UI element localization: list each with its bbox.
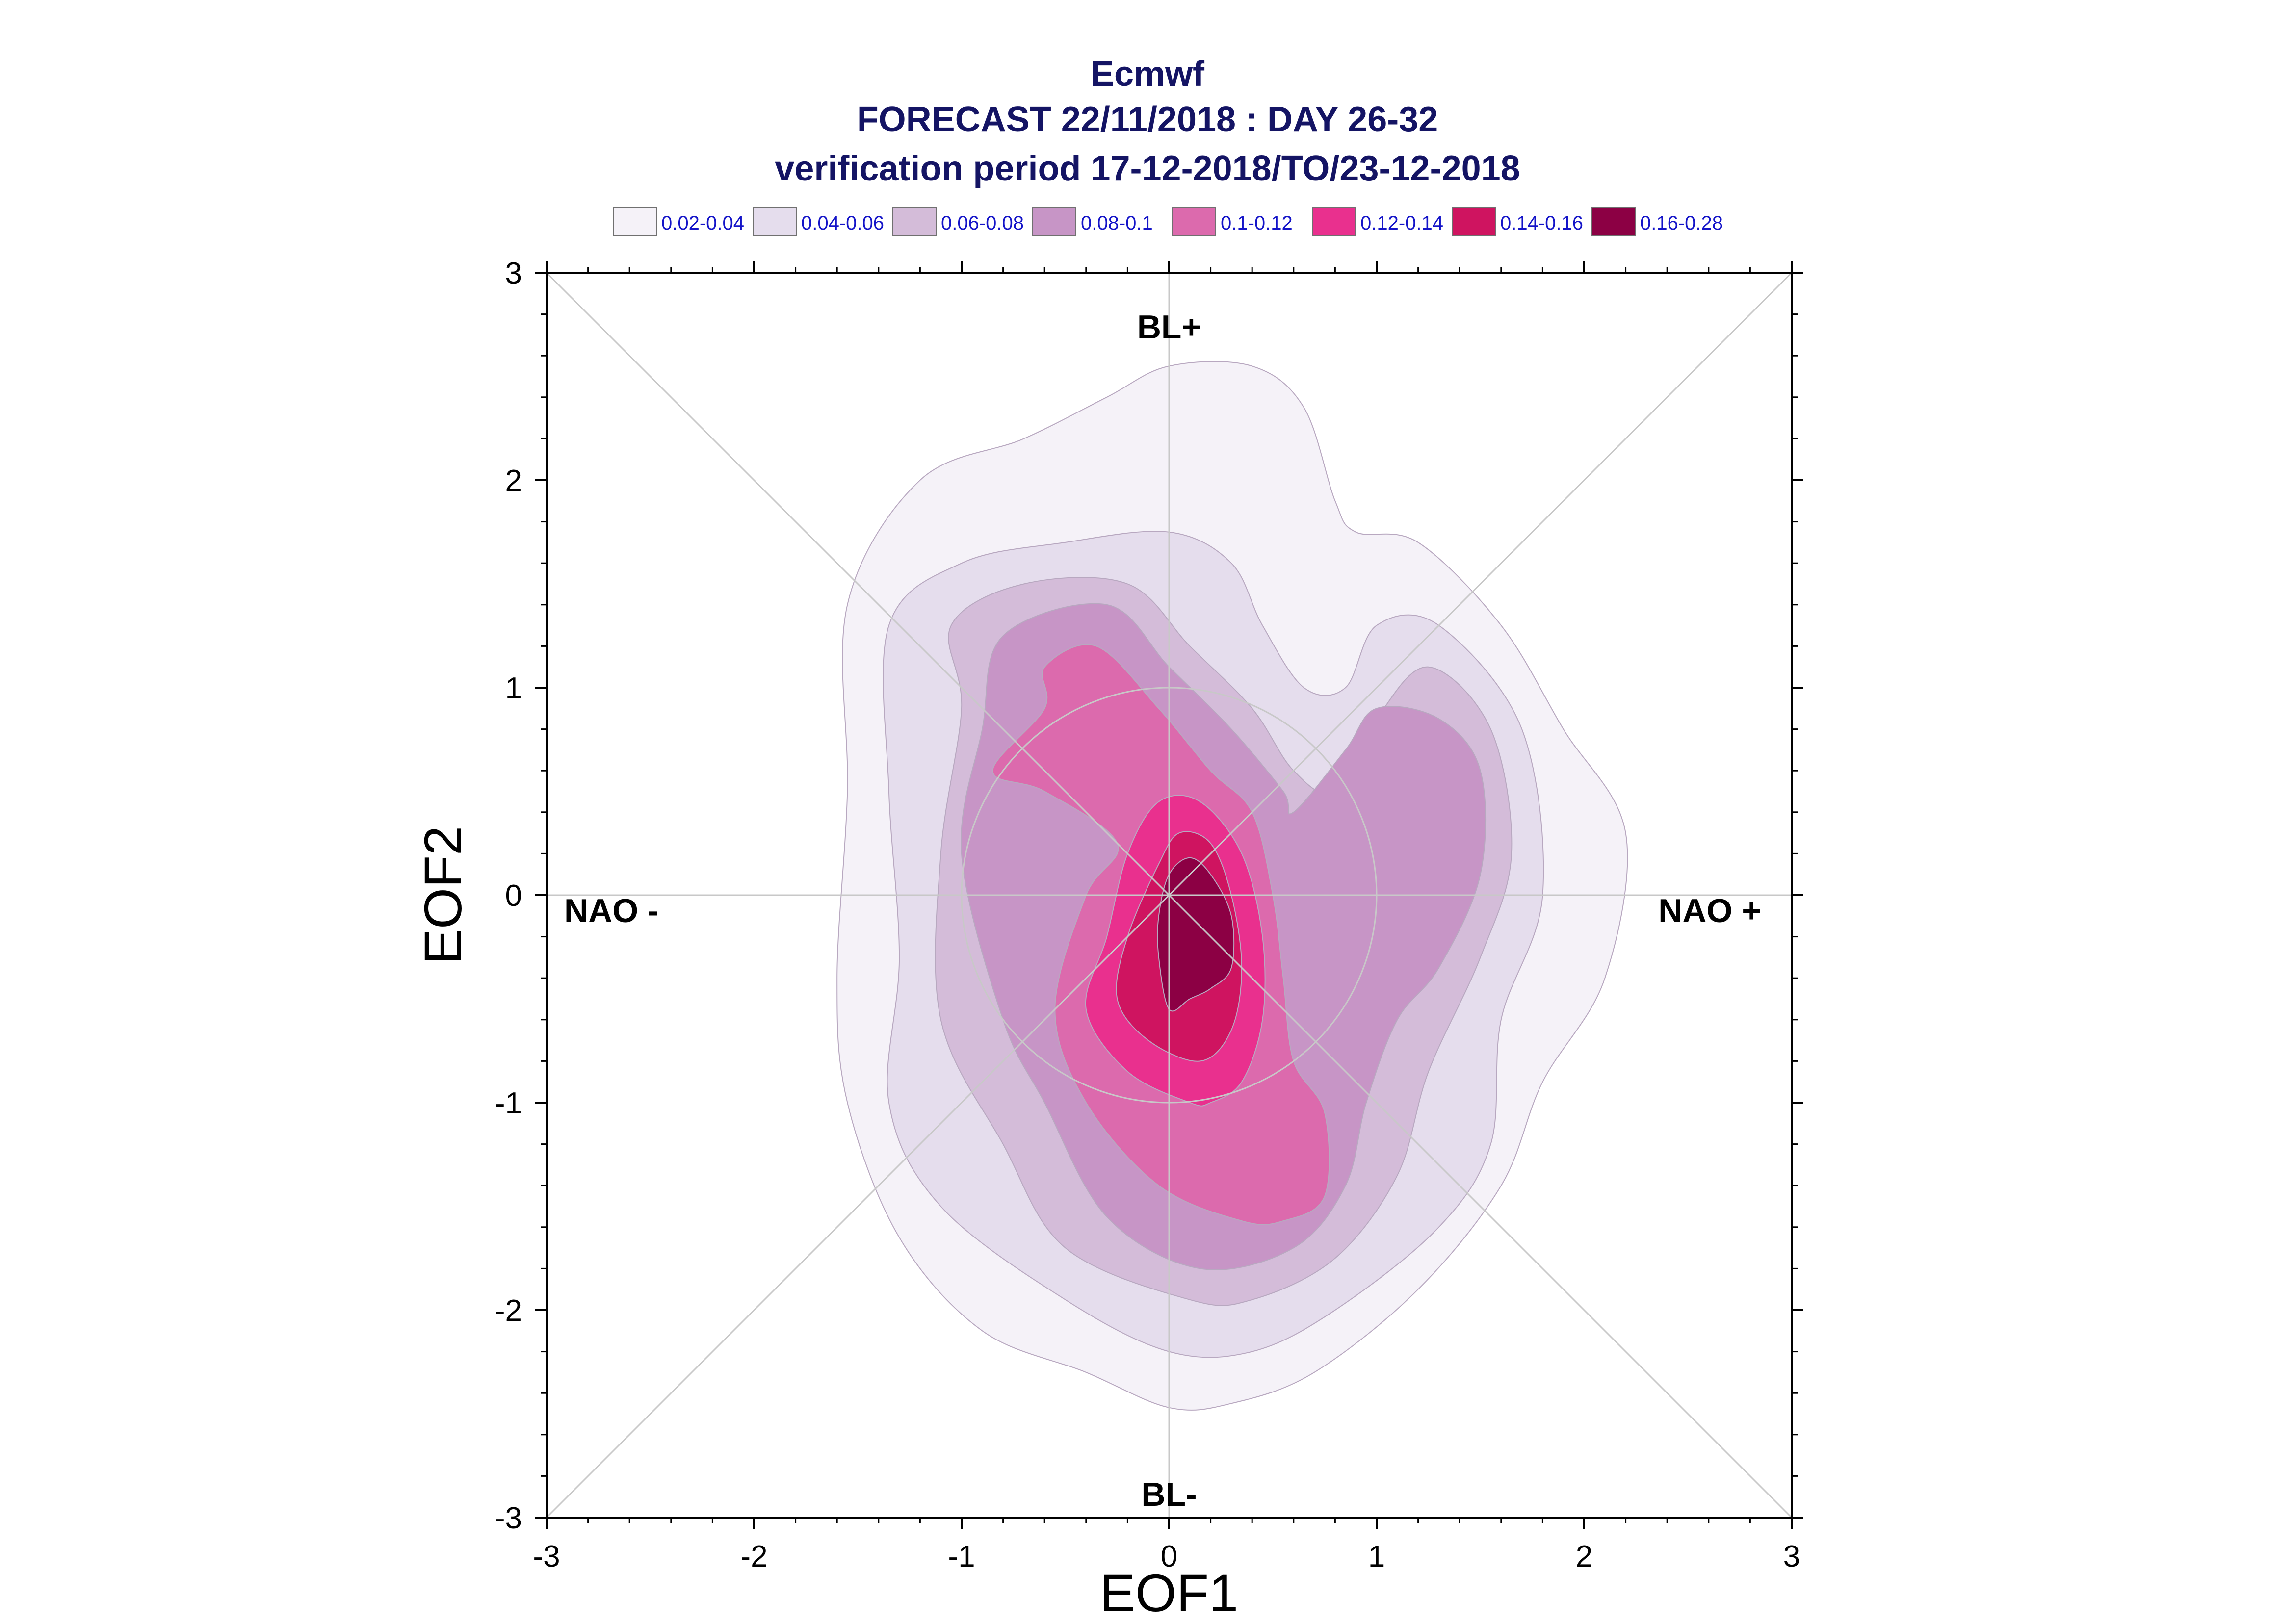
- legend-swatch: [1032, 207, 1076, 236]
- regime-label-nao-minus: NAO -: [564, 892, 659, 929]
- y-axis-title: EOF2: [413, 826, 472, 964]
- y-tick-label: -2: [495, 1294, 522, 1328]
- y-tick-label: -1: [495, 1086, 522, 1120]
- legend-label: 0.1-0.12: [1221, 212, 1293, 234]
- legend: 0.02-0.04 0.04-0.06 0.06-0.08 0.08-0.1 0.1-0…: [613, 207, 1723, 236]
- reference-lines: [546, 272, 1793, 1519]
- regime-label-nao-plus: NAO +: [1658, 892, 1761, 929]
- x-tick-label: 3: [1783, 1540, 1800, 1573]
- legend-swatch: [613, 207, 657, 236]
- x-tick-label: -3: [533, 1540, 560, 1573]
- legend-label: 0.02-0.04: [661, 212, 744, 234]
- legend-label: 0.14-0.16: [1500, 212, 1583, 234]
- legend-swatch: [892, 207, 937, 236]
- legend-label: 0.06-0.08: [941, 212, 1024, 234]
- legend-label: 0.12-0.14: [1360, 212, 1443, 234]
- legend-label: 0.16-0.28: [1640, 212, 1723, 234]
- regime-label-bl-minus: BL-: [1141, 1476, 1197, 1513]
- x-tick-label: 0: [1161, 1540, 1177, 1573]
- x-tick-label: -1: [948, 1540, 975, 1573]
- y-tick-label: 2: [505, 464, 522, 498]
- regime-label-bl-plus: BL+: [1137, 309, 1201, 346]
- y-tick-label: 1: [505, 671, 522, 705]
- density-contours: [836, 361, 1628, 1411]
- unit-circle: [961, 687, 1378, 1104]
- x-axis-title: EOF1: [1100, 1563, 1238, 1623]
- y-tick-label: 0: [505, 879, 522, 913]
- legend-swatch: [1591, 207, 1636, 236]
- legend-swatch: [1172, 207, 1216, 236]
- y-tick-label: -3: [495, 1501, 522, 1535]
- chart-subtitle-verification: verification period 17-12-2018/TO/23-12-…: [775, 149, 1520, 188]
- x-tick-label: -2: [740, 1540, 767, 1573]
- chart-title: Ecmwf: [1091, 54, 1205, 94]
- legend-label: 0.04-0.06: [801, 212, 884, 234]
- x-tick-label: 1: [1368, 1540, 1385, 1573]
- contour-level-8: [1157, 857, 1235, 1012]
- y-tick-label: 3: [505, 257, 522, 290]
- legend-label: 0.08-0.1: [1081, 212, 1153, 234]
- legend-swatch: [1452, 207, 1496, 236]
- x-tick-label: 2: [1576, 1540, 1592, 1573]
- axis-ticks: -3 -2 -1 0 1 2 3 3 2 1 0 -1 -2 -3: [495, 257, 1803, 1573]
- legend-swatch: [753, 207, 797, 236]
- legend-swatch: [1312, 207, 1356, 236]
- chart-subtitle-forecast: FORECAST 22/11/2018 : DAY 26-32: [857, 100, 1438, 139]
